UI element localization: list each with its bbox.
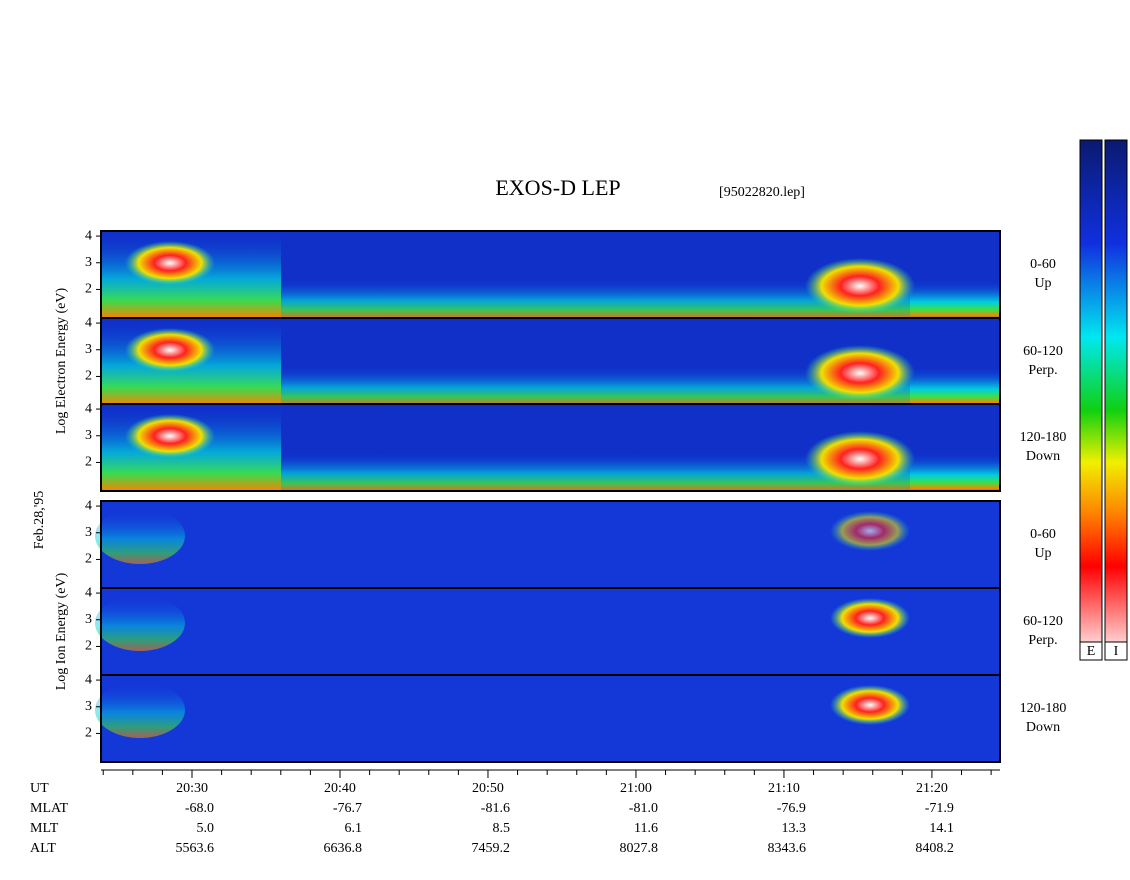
row-value: -76.7 xyxy=(333,801,362,816)
spectrogram-blob xyxy=(805,431,915,487)
row-name: UT xyxy=(30,781,49,796)
y-axis-label: Log Ion Energy (eV) xyxy=(54,572,69,690)
y-tick-label: 4 xyxy=(85,498,92,513)
x-tick-label: 21:20 xyxy=(916,781,948,796)
spectrogram-blob xyxy=(830,685,910,725)
panel-label: 60-120 xyxy=(1023,344,1063,359)
x-tick-label: 20:30 xyxy=(176,781,208,796)
row-value: 13.3 xyxy=(781,821,806,836)
y-tick-label: 3 xyxy=(85,255,92,270)
x-tick-label: 21:00 xyxy=(620,781,652,796)
subtitle: [95022820.lep] xyxy=(719,185,805,200)
panel-label: 0-60 xyxy=(1030,527,1056,542)
y-tick-label: 2 xyxy=(85,369,92,384)
y-tick-label: 2 xyxy=(85,552,92,567)
row-value: 6.1 xyxy=(344,821,362,836)
y-tick-label: 3 xyxy=(85,525,92,540)
spectrogram-blob xyxy=(805,345,915,401)
y-tick-label: 4 xyxy=(85,228,92,243)
row-value: 6636.8 xyxy=(323,841,362,856)
spectrogram-blob xyxy=(95,682,185,738)
colorbar-label: I xyxy=(1114,644,1119,659)
spectrogram-blob xyxy=(830,511,910,551)
row-value: -81.0 xyxy=(629,801,658,816)
spectrogram-blob xyxy=(95,595,185,651)
row-name: MLT xyxy=(30,821,59,836)
spectrogram-blob xyxy=(95,508,185,564)
y-tick-label: 4 xyxy=(85,585,92,600)
y-axis-label: Log Electron Energy (eV) xyxy=(54,288,69,435)
row-value: 7459.2 xyxy=(471,841,510,856)
row-value: 5.0 xyxy=(197,821,215,836)
row-name: ALT xyxy=(30,841,56,856)
y-tick-label: 4 xyxy=(85,401,92,416)
panel-label: 0-60 xyxy=(1030,257,1056,272)
colorbar-box xyxy=(1104,641,1128,661)
y-tick-label: 2 xyxy=(85,282,92,297)
row-value: 5563.6 xyxy=(176,841,215,856)
panel-label: 120-180 xyxy=(1020,701,1067,716)
spectrogram-band xyxy=(910,373,1000,403)
colorbar-label: E xyxy=(1087,644,1096,659)
panel-label: Up xyxy=(1034,276,1051,291)
row-value: -68.0 xyxy=(185,801,214,816)
y-tick-label: 3 xyxy=(85,699,92,714)
y-tick-label: 2 xyxy=(85,726,92,741)
x-tick-label: 21:10 xyxy=(768,781,800,796)
spectrogram-band xyxy=(910,459,1000,489)
panel-label: 120-180 xyxy=(1020,430,1067,445)
panel-label: Up xyxy=(1034,546,1051,561)
y-tick-label: 3 xyxy=(85,428,92,443)
row-value: -81.6 xyxy=(481,801,510,816)
y-tick-label: 3 xyxy=(85,612,92,627)
row-value: 11.6 xyxy=(634,821,658,836)
y-tick-label: 2 xyxy=(85,639,92,654)
spectrogram-blob xyxy=(805,258,915,314)
panel-label: Down xyxy=(1026,720,1060,735)
panel-label: Perp. xyxy=(1028,633,1057,648)
y-tick-label: 4 xyxy=(85,672,92,687)
spectrogram-blob xyxy=(830,598,910,638)
spectrogram-blob xyxy=(125,328,215,372)
title: EXOS-D LEP xyxy=(495,175,620,200)
x-tick-label: 20:50 xyxy=(472,781,504,796)
row-value: 8027.8 xyxy=(619,841,658,856)
date-label: Feb.28,'95 xyxy=(32,491,47,550)
panel-frame xyxy=(100,403,1001,492)
spectrogram-blob xyxy=(125,414,215,458)
row-value: -71.9 xyxy=(925,801,954,816)
panel-label: Down xyxy=(1026,449,1060,464)
colorbar-box xyxy=(1079,641,1103,661)
spectrogram-band xyxy=(910,286,1000,316)
panel-label: Perp. xyxy=(1028,363,1057,378)
y-tick-label: 3 xyxy=(85,342,92,357)
panel-label: 60-120 xyxy=(1023,614,1063,629)
colorbar xyxy=(1104,139,1128,661)
row-value: 8343.6 xyxy=(767,841,806,856)
spectrogram-blob xyxy=(125,241,215,285)
y-tick-label: 4 xyxy=(85,315,92,330)
y-tick-label: 2 xyxy=(85,455,92,470)
row-value: 8408.2 xyxy=(915,841,954,856)
panel-frame xyxy=(100,674,1001,763)
row-value: 14.1 xyxy=(929,821,954,836)
row-name: MLAT xyxy=(30,801,69,816)
x-tick-label: 20:40 xyxy=(324,781,356,796)
row-value: 8.5 xyxy=(492,821,510,836)
row-value: -76.9 xyxy=(777,801,806,816)
colorbar xyxy=(1079,139,1103,661)
